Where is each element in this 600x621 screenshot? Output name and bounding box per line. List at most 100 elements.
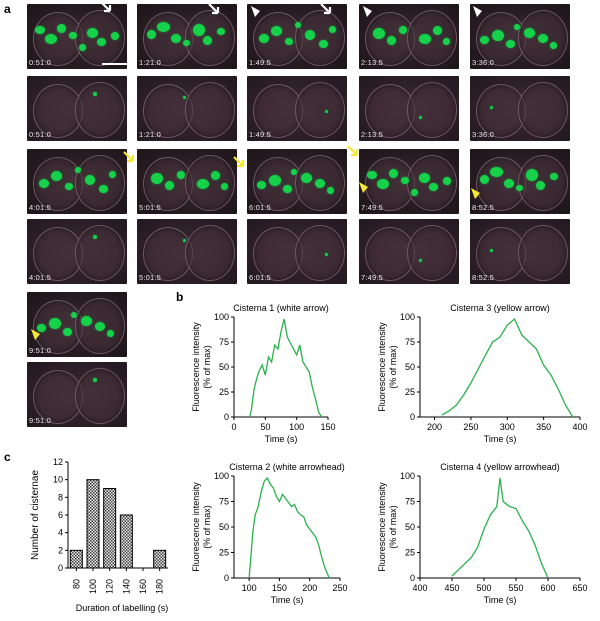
golgi-cisterna	[111, 32, 119, 40]
golgi-cisterna	[71, 312, 77, 318]
x-tick-label: 100	[242, 583, 257, 593]
y-tick-label: 25	[405, 548, 415, 558]
golgi-cisterna	[389, 169, 398, 178]
x-tick-label: 650	[572, 583, 587, 593]
fluorescence-frame: 1:49.5	[247, 4, 347, 69]
golgi-cisterna	[269, 175, 281, 186]
fluorescence-trace	[249, 318, 323, 418]
fluorescence-trace	[441, 317, 574, 418]
y-axis-label: Number of cisternae	[30, 470, 41, 560]
golgi-cisterna	[504, 179, 514, 188]
x-axis-label: Time (s)	[484, 595, 517, 605]
golgi-cisterna	[109, 171, 116, 178]
chart-title: Cisterna 3 (yellow arrow)	[450, 303, 550, 313]
golgi-cisterna	[301, 173, 312, 183]
y-tick-label: 75	[219, 497, 229, 507]
y-axis-label-line1: Fluorescence intensity	[191, 482, 201, 572]
golgi-cisterna	[49, 318, 61, 329]
x-tick-label: 150	[272, 583, 287, 593]
golgi-cisterna	[377, 179, 389, 189]
timestamp-label: 5:01.5	[139, 273, 162, 282]
phase-contrast-frame: 2:13.5	[359, 76, 459, 141]
golgi-cisterna	[75, 167, 81, 173]
labelled-cisterna	[325, 253, 328, 256]
y-tick-label: 0	[58, 563, 63, 573]
golgi-cisterna	[99, 185, 108, 193]
y-tick-label: 2	[58, 545, 63, 555]
golgi-cisterna	[87, 28, 98, 38]
x-tick-label: 140	[121, 579, 131, 594]
golgi-cisterna	[506, 40, 515, 48]
bar	[103, 488, 117, 569]
golgi-cisterna	[305, 30, 315, 40]
golgi-cisterna	[45, 34, 57, 44]
golgi-cisterna	[315, 179, 325, 188]
golgi-cisterna	[419, 173, 430, 183]
scale-bar	[102, 63, 130, 65]
golgi-cisterna	[550, 42, 557, 49]
y-axis-label: Fluorescence intensity (% of max)	[377, 322, 398, 412]
y-tick-label: 25	[219, 548, 229, 558]
golgi-cisterna	[399, 26, 407, 34]
y-tick-label: 0	[410, 573, 415, 583]
timestamp-label: 5:01.5	[139, 203, 162, 212]
y-axis-label: Fluorescence intensity (% of max)	[377, 482, 398, 572]
cell-outline	[295, 225, 345, 281]
cell-outline	[365, 84, 415, 138]
labelled-cisterna	[183, 239, 186, 242]
x-tick-label: 160	[138, 579, 148, 594]
fluorescence-frame: 6:01.5	[247, 149, 347, 214]
golgi-cisterna	[85, 175, 95, 185]
panel-label-c: c	[4, 450, 11, 464]
y-axis-label-line2: (% of max)	[388, 505, 398, 549]
y-tick-label: 50	[405, 522, 415, 532]
golgi-cisterna	[536, 181, 545, 190]
golgi-cisterna	[526, 169, 538, 181]
cell-outline	[518, 82, 568, 138]
phase-contrast-frame: 3:36.0	[470, 76, 570, 141]
timestamp-label: 1:21.0	[139, 58, 162, 67]
y-tick-label: 10	[53, 475, 63, 485]
golgi-cisterna	[79, 44, 86, 51]
timestamp-label: 8:52.5	[472, 273, 495, 282]
fluorescence-frame: 0:51.0	[27, 4, 127, 69]
cell-outline	[476, 84, 526, 138]
labelled-cisterna	[490, 106, 493, 109]
y-tick-label: 25	[219, 387, 229, 397]
x-tick-label: 600	[540, 583, 555, 593]
cell-outline	[407, 10, 457, 66]
timestamp-label: 6:01.5	[249, 203, 272, 212]
bar	[153, 549, 167, 569]
y-tick-label: 6	[58, 510, 63, 520]
golgi-cisterna	[490, 167, 503, 177]
labelled-cisterna	[325, 110, 328, 113]
cell-outline	[253, 227, 303, 281]
phase-contrast-frame: 4:01.5	[27, 219, 127, 284]
x-tick-label: 500	[476, 583, 491, 593]
cell-outline	[75, 298, 125, 354]
cell-outline	[143, 84, 193, 138]
x-tick-label: 0	[231, 422, 236, 432]
fluorescence-frame: 2:13.5	[359, 4, 459, 69]
cell-outline	[75, 368, 125, 424]
golgi-cisterna	[57, 24, 66, 33]
golgi-cisterna	[538, 34, 548, 43]
x-axis-label: Time (s)	[271, 595, 304, 605]
cell-outline	[33, 157, 83, 211]
golgi-cisterna	[373, 28, 385, 39]
cell-outline	[33, 12, 83, 66]
golgi-cisterna	[429, 183, 438, 191]
y-tick-label: 50	[219, 362, 229, 372]
labelled-cisterna	[183, 96, 186, 99]
golgi-cisterna	[193, 24, 205, 36]
labelled-cisterna	[93, 235, 97, 239]
timestamp-label: 0:51.0	[29, 130, 52, 139]
x-tick-label: 400	[572, 422, 587, 432]
y-tick-label: 100	[400, 312, 415, 322]
y-axis-label: Fluorescence intensity (% of max)	[191, 322, 212, 412]
timestamp-label: 8:52.5	[472, 203, 495, 212]
golgi-cisterna	[319, 40, 328, 48]
y-axis-label-line1: Fluorescence intensity	[377, 482, 387, 572]
timestamp-label: 1:21.0	[139, 130, 162, 139]
timestamp-label: 0:51.0	[29, 58, 52, 67]
